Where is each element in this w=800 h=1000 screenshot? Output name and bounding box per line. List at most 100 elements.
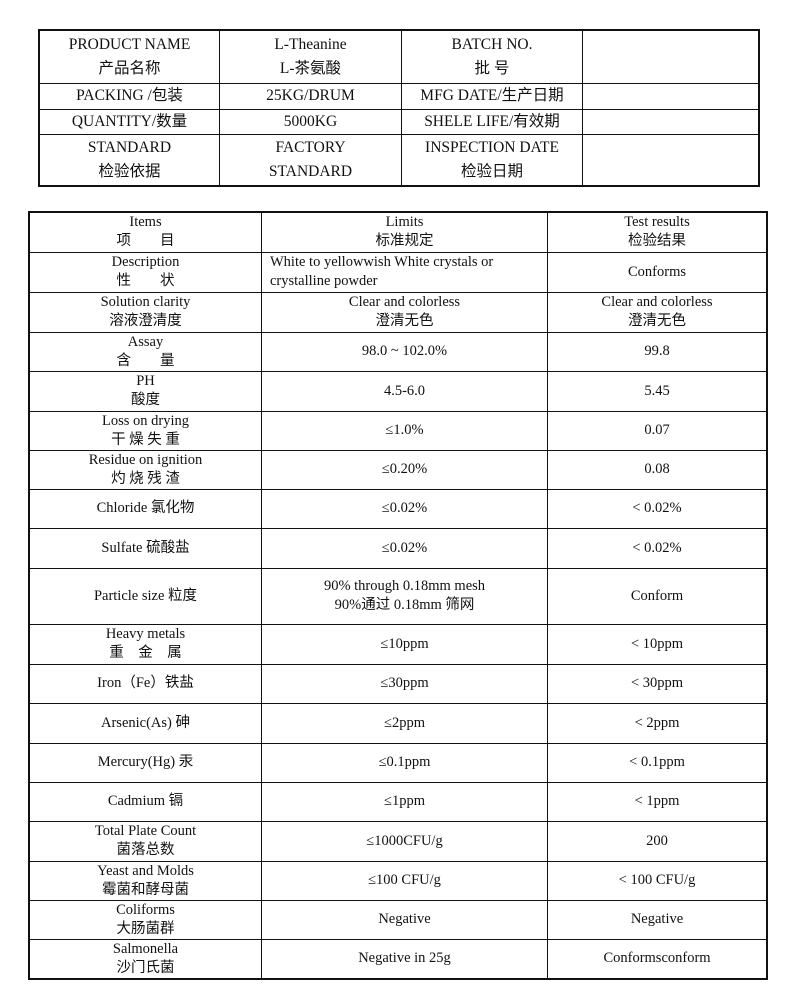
item-cell: Particle size 粒度 xyxy=(28,567,262,625)
item-cell: Chloride 氯化物 xyxy=(28,488,262,529)
item-cell: PH 酸度 xyxy=(28,370,262,412)
item-text: 大肠菌群 xyxy=(116,920,175,937)
result-cell: Conforms xyxy=(547,251,768,293)
limits-cell: ≤1ppm xyxy=(261,781,548,822)
table-row: Assay 含 量 98.0 ~ 102.0% 99.8 xyxy=(28,331,768,372)
mfg-date-value xyxy=(582,82,760,110)
item-cell: Cadmium 镉 xyxy=(28,781,262,822)
limits-cell: ≤0.1ppm xyxy=(261,742,548,783)
item-cell: Salmonella 沙门氏菌 xyxy=(28,938,262,979)
limits-cell: 98.0 ~ 102.0% xyxy=(261,331,548,372)
item-text: Coliforms xyxy=(116,901,175,918)
packing-value: 25KG/DRUM xyxy=(219,82,402,110)
limits-text: ≤1ppm xyxy=(384,793,425,809)
item-text: Particle size 粒度 xyxy=(93,587,198,604)
result-cell: 0.08 xyxy=(547,449,768,490)
limits-text: 4.5-6.0 xyxy=(383,382,426,399)
item-text: Salmonella xyxy=(112,940,179,957)
result-cell: < 100 CFU/g xyxy=(547,860,768,901)
table-row: Solution clarity 溶液澄清度 Clear and colorless… xyxy=(28,291,768,333)
standard-label: STANDARD xyxy=(87,138,172,156)
result-text: Conform xyxy=(630,587,684,604)
item-text: 酸度 xyxy=(131,392,160,408)
item-text: 菌落总数 xyxy=(116,842,175,858)
item-text: Yeast and Molds xyxy=(97,862,194,879)
header-results-en: Test results xyxy=(624,214,690,231)
shelf-life-label: SHELE LIFE/有效期 xyxy=(401,108,583,135)
limits-text: 90%通过 0.18mm 筛网 xyxy=(334,597,475,613)
product-name-label-cn: 产品名称 xyxy=(98,59,161,77)
result-cell: Conformsconform xyxy=(547,938,768,979)
limits-text: ≤0.1ppm xyxy=(378,754,431,770)
header-items: Items 项 目 xyxy=(28,211,262,253)
product-name-cn: L-茶氨酸 xyxy=(279,59,342,77)
quantity-value: 5000KG xyxy=(219,108,402,135)
item-text: Arsenic(As) 砷 xyxy=(101,714,190,731)
limits-cell: ≤1.0% xyxy=(261,410,548,451)
result-cell: < 30ppm xyxy=(547,663,768,704)
table-row: Total Plate Count 菌落总数 ≤1000CFU/g 200 xyxy=(28,820,768,862)
limits-cell: 90% through 0.18mm mesh 90%通过 0.18mm 筛网 xyxy=(261,567,548,625)
limits-cell: ≤10ppm xyxy=(261,623,548,665)
item-text: Iron（Fe）铁盐 xyxy=(97,675,194,691)
result-cell: Conform xyxy=(547,567,768,625)
inspection-date-label: INSPECTION DATE xyxy=(425,138,559,156)
limits-text: ≤0.02% xyxy=(381,500,428,516)
packing-label: PACKING /包装 xyxy=(38,82,220,110)
product-info-table: PRODUCT NAME 产品名称 L-Theanine L-茶氨酸 BATCH N… xyxy=(38,29,760,187)
inspection-date-label-cn: 检验日期 xyxy=(460,162,523,180)
limits-text: ≤1.0% xyxy=(385,422,424,438)
result-text: < 30ppm xyxy=(630,675,684,691)
table-row: Coliforms 大肠菌群 Negative Negative xyxy=(28,899,768,940)
item-cell: Coliforms 大肠菌群 xyxy=(28,899,262,940)
limits-cell: ≤1000CFU/g xyxy=(261,820,548,862)
limits-text: ≤0.20% xyxy=(381,461,428,477)
item-text: Total Plate Count xyxy=(94,823,197,839)
batch-value xyxy=(582,29,760,84)
result-text: 5.45 xyxy=(644,382,670,399)
table-row: Yeast and Molds 霉菌和酵母菌 ≤100 CFU/g < 100 CFU… xyxy=(28,860,768,901)
item-text: Mercury(Hg) 汞 xyxy=(97,754,194,770)
item-text: 溶液澄清度 xyxy=(109,313,182,329)
item-text: Chloride 氯化物 xyxy=(96,500,195,516)
standard-label-cell: STANDARD 检验依据 xyxy=(38,133,220,187)
item-text: Description xyxy=(111,254,180,270)
product-name: L-Theanine xyxy=(274,35,347,53)
header-items-cn: 项 目 xyxy=(116,233,175,250)
result-cell: 99.8 xyxy=(547,331,768,372)
result-text: Conformsconform xyxy=(603,950,711,966)
limits-cell: Negative in 25g xyxy=(261,938,548,979)
limits-text: ≤100 CFU/g xyxy=(368,872,441,888)
item-text: Assay xyxy=(127,333,164,350)
result-text: < 100 CFU/g xyxy=(618,872,696,888)
table-row: Loss on drying 干 燥 失 重 ≤1.0% 0.07 xyxy=(28,410,768,451)
limits-text: crystalline powder xyxy=(270,273,378,289)
result-cell: < 2ppm xyxy=(547,702,768,744)
mfg-date-label: MFG DATE/生产日期 xyxy=(401,82,583,110)
item-text: 含 量 xyxy=(116,352,175,369)
item-text: 重 金 属 xyxy=(109,645,182,661)
table-row: Iron（Fe）铁盐 ≤30ppm < 30ppm xyxy=(28,663,768,704)
item-text: 灼 烧 残 渣 xyxy=(111,470,180,487)
table-row: Particle size 粒度 90% through 0.18mm mesh 9… xyxy=(28,567,768,625)
limits-cell: White to yellowwish White crystals or cry… xyxy=(261,251,548,293)
result-cell: 5.45 xyxy=(547,370,768,412)
header-limits-en: Limits xyxy=(385,214,424,231)
header-results-cn: 检验结果 xyxy=(628,233,686,250)
result-text: 0.07 xyxy=(644,422,670,438)
result-cell: < 0.02% xyxy=(547,527,768,569)
item-text: 霉菌和酵母菌 xyxy=(102,881,189,898)
item-cell: Arsenic(As) 砷 xyxy=(28,702,262,744)
result-cell: Clear and colorless 澄清无色 xyxy=(547,291,768,333)
item-text: PH xyxy=(136,373,155,389)
batch-label-cell: BATCH NO. 批 号 xyxy=(401,29,583,84)
limits-text: 90% through 0.18mm mesh xyxy=(323,578,486,594)
item-cell: Assay 含 量 xyxy=(28,331,262,372)
shelf-life-value xyxy=(582,108,760,135)
item-text: Heavy metals xyxy=(105,626,186,642)
result-cell: 200 xyxy=(547,820,768,862)
item-text: Residue on ignition xyxy=(88,451,203,468)
result-text: < 0.02% xyxy=(632,500,682,516)
result-text: Clear and colorless xyxy=(601,294,713,310)
limits-text: Negative in 25g xyxy=(358,950,451,966)
